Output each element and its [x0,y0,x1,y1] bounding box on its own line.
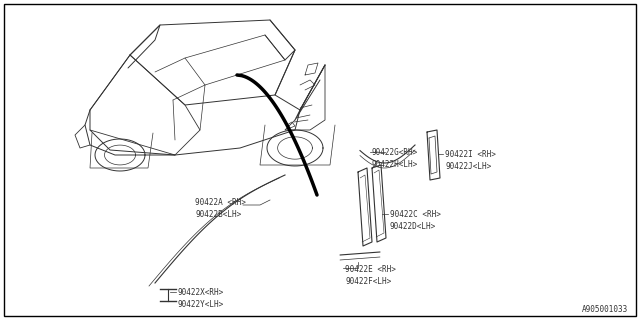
Text: 90422E <RH>
90422F<LH>: 90422E <RH> 90422F<LH> [345,265,396,286]
Text: A905001033: A905001033 [582,305,628,314]
Text: 90422I <RH>
90422J<LH>: 90422I <RH> 90422J<LH> [445,150,496,171]
Text: 90422A <RH>
90422B<LH>: 90422A <RH> 90422B<LH> [195,198,246,219]
Text: 90422C <RH>
90422D<LH>: 90422C <RH> 90422D<LH> [390,210,441,231]
Text: 90422X<RH>
90422Y<LH>: 90422X<RH> 90422Y<LH> [178,288,224,309]
Text: 90422G<RH>
90422H<LH>: 90422G<RH> 90422H<LH> [372,148,419,169]
